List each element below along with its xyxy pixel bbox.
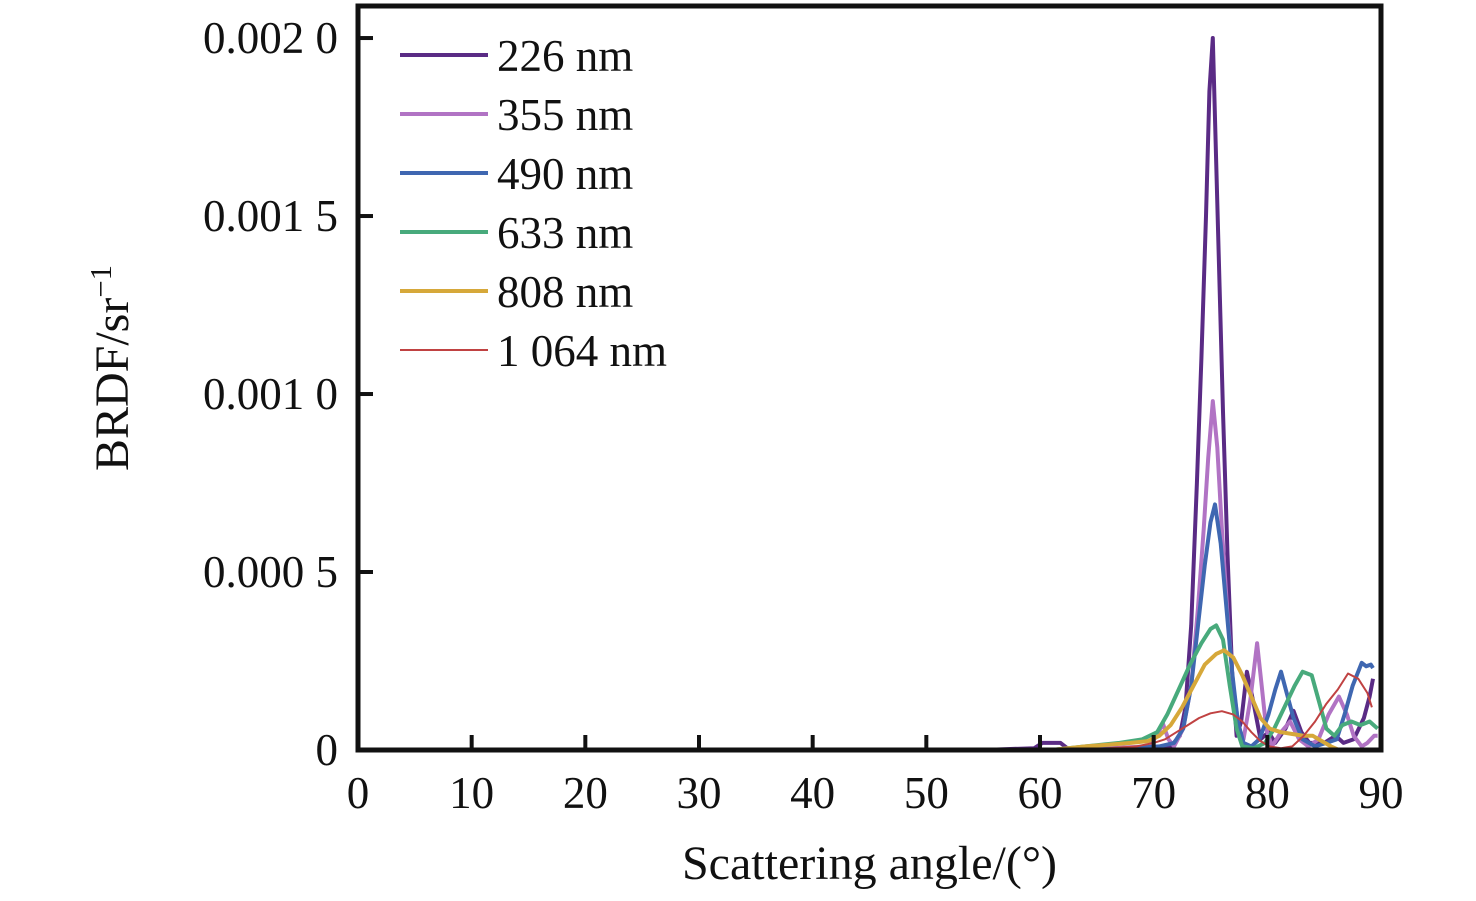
y-axis-title-exponent: −1 (84, 264, 118, 298)
x-tick-label: 40 (790, 768, 835, 818)
x-tick-label: 20 (563, 768, 608, 818)
legend-label-633nm: 633 nm (497, 208, 633, 258)
y-axis-title: BRDF/sr−1 (84, 265, 140, 471)
x-tick-label: 10 (449, 768, 494, 818)
y-tick-label: 0 (316, 725, 339, 775)
x-tick-label: 0 (347, 768, 370, 818)
y-tick-label: 0.000 5 (203, 547, 338, 597)
y-axis-title-base: BRDF/sr (86, 297, 139, 472)
x-tick-label: 30 (677, 768, 722, 818)
x-tick-label: 80 (1245, 768, 1290, 818)
x-axis-title: Scattering angle/(°) (681, 837, 1058, 890)
y-tick-label: 0.002 0 (203, 13, 338, 63)
x-tick-label: 60 (1018, 768, 1063, 818)
plot-frame (355, 3, 1384, 753)
y-tick-label: 0.001 0 (203, 369, 338, 419)
x-tick-label: 70 (1131, 768, 1176, 818)
legend-label-226nm: 226 nm (497, 31, 633, 81)
legend-label-1064nm: 1 064 nm (497, 326, 667, 376)
series-line-808nm (358, 648, 1340, 752)
x-tick-label: 50 (904, 768, 949, 818)
x-tick-label: 90 (1359, 768, 1404, 818)
series-line-1064nm (358, 672, 1373, 751)
series-line-633nm (358, 623, 1379, 752)
legend-label-490nm: 490 nm (497, 149, 633, 199)
series-line-226nm (358, 36, 1375, 752)
y-tick-label: 0.001 5 (203, 191, 338, 241)
legend-label-355nm: 355 nm (497, 90, 633, 140)
legend-label-808nm: 808 nm (497, 267, 633, 317)
series-line-490nm (358, 502, 1375, 752)
